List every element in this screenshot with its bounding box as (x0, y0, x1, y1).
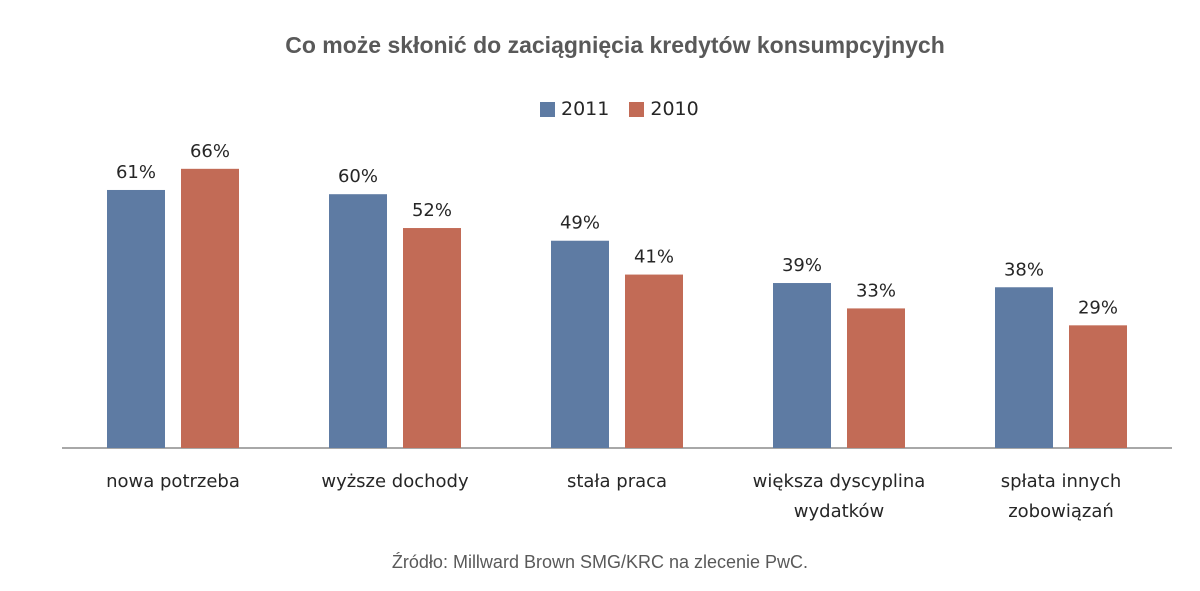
category-label-4-0: spłata innych (1001, 471, 1122, 492)
category-label-2-0: stała praca (567, 471, 667, 492)
legend-item-2010: 2010 (629, 98, 699, 120)
source-note: Źródło: Millward Brown SMG/KRC na zlecen… (391, 552, 809, 572)
data-label-2010-2: 41% (634, 247, 674, 268)
data-label-2010-3: 33% (856, 280, 896, 301)
chart-title: Co może skłonić do zaciągnięcia kredytów… (285, 32, 945, 58)
legend-item-2011: 2011 (540, 98, 609, 120)
data-label-2010-1: 52% (412, 200, 452, 221)
legend-label-2011: 2011 (561, 98, 610, 120)
category-label-3-0: większa dyscyplina (753, 471, 926, 492)
legend-label-2010: 2010 (650, 98, 699, 120)
data-label-2011-3: 39% (782, 255, 822, 276)
legend-swatch-2011 (540, 101, 555, 117)
bar-2011-4 (995, 287, 1053, 448)
bar-2010-0 (181, 168, 239, 448)
category-label-3-1: wydatków (794, 501, 884, 522)
data-label-2011-1: 60% (338, 166, 378, 187)
data-label-2011-2: 49% (560, 213, 600, 234)
bar-2010-1 (403, 228, 461, 448)
bar-2011-2 (551, 240, 609, 448)
bar-2011-0 (107, 189, 165, 448)
data-label-2010-0: 66% (190, 141, 230, 162)
data-label-2010-4: 29% (1078, 297, 1118, 318)
bar-2010-3 (847, 308, 905, 448)
data-label-2011-4: 38% (1004, 259, 1044, 280)
category-label-1-0: wyższe dochody (321, 471, 469, 492)
category-label-4-1: zobowiązań (1008, 501, 1114, 522)
data-label-2011-0: 61% (116, 162, 156, 183)
legend: 2011 2010 (540, 97, 719, 121)
bar-2011-3 (773, 283, 831, 448)
bar-2010-2 (625, 274, 683, 448)
category-label-0-0: nowa potrzeba (106, 471, 240, 492)
bar-2010-4 (1069, 325, 1127, 448)
legend-swatch-2010 (629, 101, 645, 117)
bar-2011-1 (329, 194, 387, 448)
